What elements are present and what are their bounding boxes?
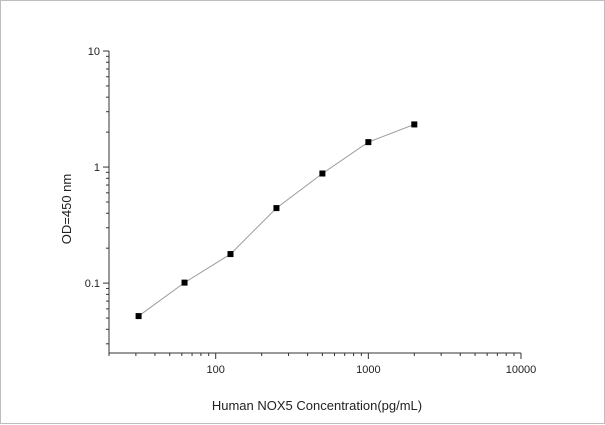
x-tick-label: 10000 [506,364,537,376]
axis-ticks [103,50,522,359]
series-group [135,121,418,320]
x-tick-label: 100 [207,364,225,376]
y-tick-label: 10 [88,46,100,58]
y-tick-label: 1 [94,162,100,174]
series-line [138,123,415,317]
data-point [411,121,418,128]
plot-area: 0.1 1 10 100 1000 10000 [85,46,537,376]
y-axis-title: OD=450 nm [59,174,74,244]
data-point [227,251,234,258]
data-point [319,170,326,177]
x-axis-title: Human NOX5 Concentration(pg/mL) [212,398,422,413]
data-point [365,139,372,146]
y-tick-label: 0.1 [85,278,100,290]
data-point [135,313,142,320]
data-point [181,279,188,286]
tick-labels: 0.1 1 10 100 1000 10000 [85,46,537,376]
data-point [273,205,280,212]
x-tick-label: 1000 [356,364,380,376]
